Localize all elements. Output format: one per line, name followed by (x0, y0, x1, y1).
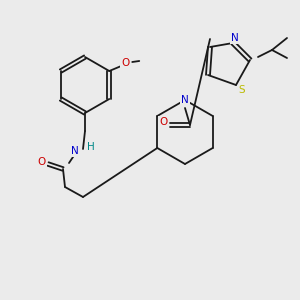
Text: H: H (87, 142, 95, 152)
Text: O: O (159, 117, 167, 127)
Text: O: O (121, 58, 129, 68)
Text: N: N (181, 95, 189, 105)
Text: O: O (38, 157, 46, 167)
Text: N: N (231, 33, 239, 43)
Text: N: N (71, 146, 79, 156)
Text: S: S (239, 85, 245, 95)
